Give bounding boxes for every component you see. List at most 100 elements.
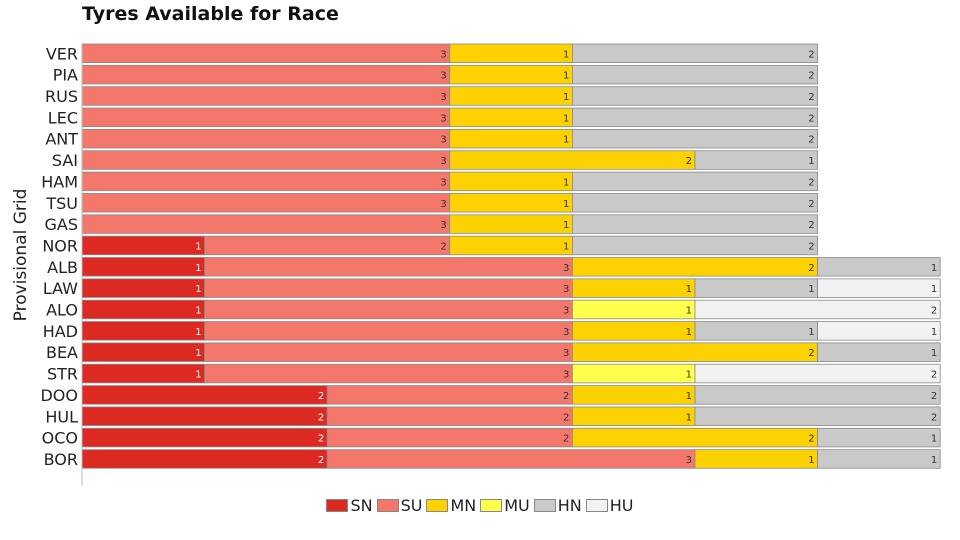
data-label-mn-law: 1: [686, 284, 692, 295]
data-label-su-nor: 2: [440, 241, 446, 252]
data-label-hu-str: 2: [931, 370, 937, 381]
tick-label-nor: NOR: [42, 236, 78, 255]
data-label-hn-had: 1: [808, 327, 814, 338]
bar-su-bor: [326, 449, 696, 469]
data-label-mn-tsu: 1: [563, 199, 569, 210]
bar-su-alb: [204, 257, 573, 277]
legend-label-mn: MN: [450, 496, 477, 515]
data-label-sn-law: 1: [195, 284, 201, 295]
data-label-su-tsu: 3: [440, 199, 446, 210]
bar-hu-had: [817, 321, 941, 341]
data-label-hn-pia: 2: [808, 71, 814, 82]
data-label-hn-nor: 2: [808, 241, 814, 252]
data-label-su-oco: 2: [563, 434, 569, 445]
data-label-mn-sai: 2: [686, 156, 692, 167]
bar-hu-str: [694, 363, 941, 384]
legend-label-hn: HN: [557, 496, 582, 515]
data-label-hn-law: 1: [808, 284, 814, 295]
bar-sn-oco: [81, 427, 328, 448]
data-label-su-doo: 2: [563, 391, 569, 402]
bar-mn-rus: [449, 86, 573, 106]
data-label-hn-oco: 1: [931, 434, 937, 445]
data-label-su-lec: 3: [440, 113, 446, 124]
bar-mn-nor: [449, 235, 573, 256]
data-label-su-rus: 3: [440, 92, 446, 103]
data-label-sn-alo: 1: [195, 306, 201, 317]
tick-label-ant: ANT: [45, 130, 78, 149]
data-label-sn-bor: 2: [318, 455, 324, 466]
tick-label-doo: DOO: [40, 386, 78, 405]
bar-su-pia: [81, 64, 451, 85]
legend-swatch-hn: [533, 499, 556, 512]
data-label-mu-alo: 1: [686, 306, 692, 317]
bar-mn-bea: [572, 342, 819, 362]
data-label-hn-bea: 1: [931, 348, 937, 359]
data-label-mn-ham: 1: [563, 177, 569, 188]
bar-hn-lec: [572, 107, 819, 128]
bar-hn-bea: [817, 342, 941, 362]
bar-mn-ver: [449, 43, 573, 64]
bar-su-alo: [204, 299, 573, 320]
bar-sn-hul: [81, 406, 328, 426]
legend-swatch-mn: [426, 499, 449, 512]
tick-label-sai: SAI: [52, 151, 78, 170]
data-label-sn-alb: 1: [195, 263, 201, 274]
legend-label-sn: SN: [350, 496, 373, 515]
bar-su-tsu: [81, 193, 451, 213]
bar-sn-law: [81, 278, 205, 298]
legend-swatch-hu: [585, 499, 608, 512]
bar-mn-alb: [572, 257, 819, 277]
data-label-su-ham: 3: [440, 177, 446, 188]
data-label-hn-rus: 2: [808, 92, 814, 103]
bar-su-str: [204, 363, 573, 384]
bar-hn-ant: [572, 128, 819, 149]
data-label-su-gas: 3: [440, 220, 446, 231]
data-label-sn-nor: 1: [195, 241, 201, 252]
bar-mn-ham: [449, 171, 573, 192]
bar-su-ant: [81, 128, 451, 149]
bar-hn-doo: [694, 385, 941, 405]
legend-swatch-sn: [326, 499, 349, 512]
data-label-su-ver: 3: [440, 49, 446, 60]
data-label-su-pia: 3: [440, 71, 446, 82]
data-label-sn-oco: 2: [318, 434, 324, 445]
tick-label-str: STR: [47, 365, 78, 384]
bar-mu-str: [572, 363, 696, 384]
bar-hn-hul: [694, 406, 941, 426]
data-label-su-law: 3: [563, 284, 569, 295]
bar-su-gas: [81, 214, 451, 234]
data-label-mn-gas: 1: [563, 220, 569, 231]
data-label-su-ant: 3: [440, 135, 446, 146]
data-label-mu-str: 1: [686, 370, 692, 381]
bar-mn-pia: [449, 64, 573, 85]
tick-label-ver: VER: [46, 44, 78, 63]
y-axis-label: Provisional Grid: [11, 189, 31, 322]
tick-label-pia: PIA: [53, 66, 78, 85]
bar-su-doo: [326, 385, 573, 405]
legend-swatch-mu: [480, 499, 503, 512]
bar-su-oco: [326, 427, 573, 448]
legend-item-mu: MU: [480, 496, 530, 515]
bar-mn-ant: [449, 128, 573, 149]
bar-hn-oco: [817, 427, 941, 448]
stacked-bar-chart: VER 3 1 2 PIA 3 1 2 RUS 3 1 2 LEC 3 1 2 ANT 3 1 2 SAI 3 2 1 HAM 3…: [11, 43, 941, 486]
tick-label-lec: LEC: [48, 108, 78, 127]
bar-hn-had: [694, 321, 818, 341]
bar-mn-gas: [449, 214, 573, 234]
data-label-su-alb: 3: [563, 263, 569, 274]
tick-label-rus: RUS: [45, 87, 78, 106]
bar-sn-nor: [81, 235, 205, 256]
data-label-mn-pia: 1: [563, 71, 569, 82]
bar-su-nor: [204, 235, 451, 256]
data-label-su-bea: 3: [563, 348, 569, 359]
bar-mn-had: [572, 321, 696, 341]
bar-hn-ver: [572, 43, 819, 64]
legend-item-hn: HN: [533, 496, 582, 515]
bar-sn-had: [81, 321, 205, 341]
data-label-hn-ham: 2: [808, 177, 814, 188]
bar-su-lec: [81, 107, 451, 128]
bar-hu-alo: [694, 299, 941, 320]
legend-swatch-su: [376, 499, 399, 512]
tick-label-oco: OCO: [42, 429, 78, 448]
legend: SN SU MN MU HN HU: [0, 496, 960, 515]
